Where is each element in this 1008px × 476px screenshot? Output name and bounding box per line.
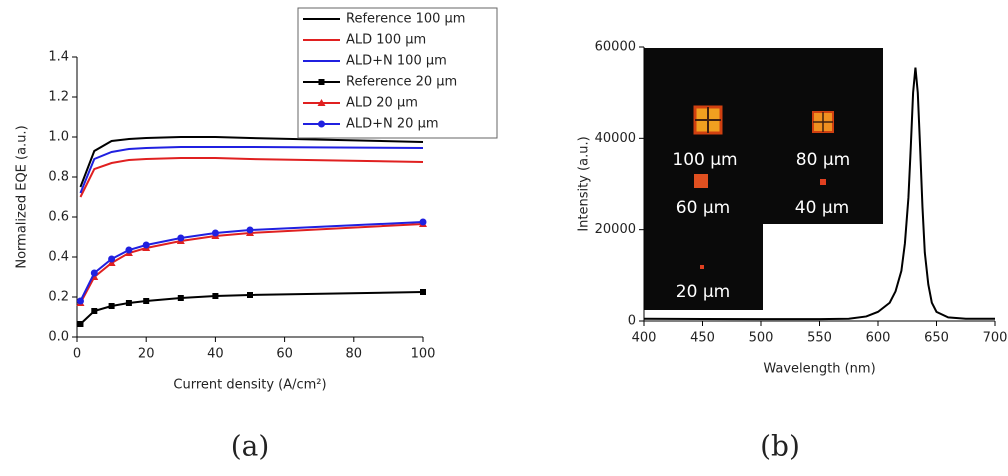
y-tick-label: 20000 xyxy=(595,222,636,237)
y-tick-label: 0.6 xyxy=(48,210,69,225)
inset-image: 100 µm 80 µm 60 µm 40 µm 20 µm xyxy=(644,48,883,310)
marker xyxy=(108,255,116,263)
y-tick-label: 1.2 xyxy=(48,90,69,105)
marker xyxy=(212,293,219,299)
y-tick-label: 0.2 xyxy=(48,290,69,305)
series-line xyxy=(79,157,424,198)
inset-background xyxy=(644,48,883,310)
legend-label: ALD 100 µm xyxy=(346,33,426,48)
legend-label: ALD+N 20 µm xyxy=(346,117,439,132)
legend-label: Reference 20 µm xyxy=(346,75,457,90)
marker xyxy=(420,289,426,295)
inset-label: 40 µm xyxy=(795,198,849,218)
marker xyxy=(318,120,325,128)
x-tick-label: 600 xyxy=(866,331,891,346)
spectrum-line xyxy=(643,67,995,321)
x-tick-label: 700 xyxy=(983,331,1008,346)
inset-label: 20 µm xyxy=(676,282,730,302)
x-tick-label: 500 xyxy=(749,331,774,346)
y-tick-label: 0.4 xyxy=(48,250,69,265)
x-tick-label: 40 xyxy=(207,347,224,362)
panel-caption: (b) xyxy=(760,430,800,463)
marker xyxy=(143,298,150,304)
marker xyxy=(247,292,253,298)
x-tick-label: 20 xyxy=(138,347,155,362)
y-tick-label: 60000 xyxy=(595,40,636,55)
x-tick-label: 400 xyxy=(632,331,657,346)
inset-label: 60 µm xyxy=(676,198,730,218)
marker xyxy=(318,79,325,85)
y-axis-label: Normalized EQE (a.u.) xyxy=(15,125,30,268)
pixel-20 xyxy=(700,265,704,269)
pixel-60 xyxy=(694,174,708,188)
marker xyxy=(246,226,254,234)
x-tick-label: 100 xyxy=(411,347,436,362)
marker xyxy=(177,234,185,242)
y-tick-label: 40000 xyxy=(595,131,636,146)
y-tick-label: 0.0 xyxy=(48,330,69,345)
marker xyxy=(76,297,84,305)
x-tick-label: 450 xyxy=(690,331,715,346)
y-tick-label: 1.0 xyxy=(48,130,69,145)
y-tick-label: 0.8 xyxy=(48,170,69,185)
marker xyxy=(211,229,219,237)
x-tick-label: 80 xyxy=(346,347,363,362)
x-axis-label: Current density (A/cm²) xyxy=(173,378,326,393)
marker xyxy=(177,295,184,301)
marker xyxy=(90,269,98,277)
y-axis-label: Intensity (a.u.) xyxy=(577,136,592,231)
y-tick-label: 1.4 xyxy=(48,50,69,65)
pixel-100-cross xyxy=(695,107,721,133)
panel-caption: (a) xyxy=(231,430,270,463)
legend-box xyxy=(297,7,498,139)
inset-label: 80 µm xyxy=(796,150,850,170)
marker xyxy=(317,99,326,106)
legend-label: ALD+N 100 µm xyxy=(346,54,447,69)
marker xyxy=(419,218,427,226)
marker xyxy=(77,321,84,327)
legend-label: ALD 20 µm xyxy=(346,96,418,111)
series-line xyxy=(79,136,424,188)
pixel-80-cross xyxy=(813,112,833,132)
x-axis-label: Wavelength (nm) xyxy=(763,362,875,377)
y-tick-label: 0 xyxy=(628,314,636,329)
marker xyxy=(142,241,150,249)
marker xyxy=(108,303,115,309)
x-tick-label: 0 xyxy=(73,347,81,362)
x-tick-label: 550 xyxy=(807,331,832,346)
marker xyxy=(125,246,133,254)
x-tick-label: 650 xyxy=(924,331,949,346)
marker xyxy=(91,308,98,314)
pixel-40 xyxy=(820,179,826,185)
series-line xyxy=(79,146,424,194)
marker xyxy=(125,300,132,306)
inset-label: 100 µm xyxy=(672,150,737,170)
x-tick-label: 60 xyxy=(276,347,293,362)
legend-label: Reference 100 µm xyxy=(346,12,465,27)
